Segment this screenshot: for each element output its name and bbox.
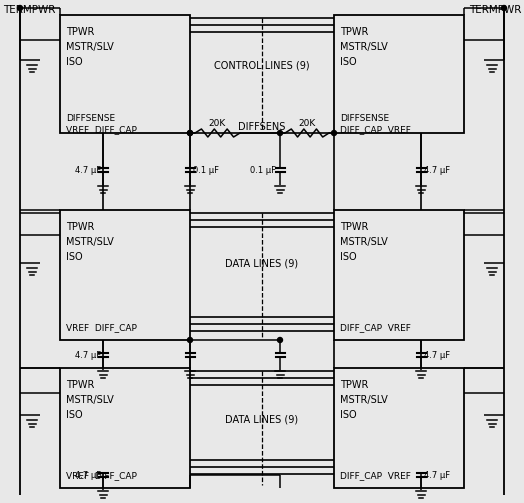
Text: DATA LINES (9): DATA LINES (9) — [225, 415, 299, 425]
Text: 0.1 μF: 0.1 μF — [250, 165, 276, 175]
Bar — [334, 15, 464, 133]
Circle shape — [17, 6, 23, 11]
Text: TERMPWR: TERMPWR — [3, 5, 56, 15]
Text: 4.7 μF: 4.7 μF — [75, 165, 101, 175]
Text: DIFF_CAP  VREF: DIFF_CAP VREF — [340, 323, 411, 332]
Text: VREF  DIFF_CAP: VREF DIFF_CAP — [66, 471, 137, 480]
Text: MSTR/SLV: MSTR/SLV — [340, 237, 388, 247]
Bar — [334, 368, 464, 488]
Text: 4.7 μF: 4.7 μF — [75, 351, 101, 360]
Circle shape — [278, 338, 282, 343]
Text: ISO: ISO — [340, 410, 357, 420]
Text: CONTROL LINES (9): CONTROL LINES (9) — [214, 60, 310, 70]
Bar — [334, 210, 464, 340]
Circle shape — [278, 130, 282, 135]
Text: VREF  DIFF_CAP: VREF DIFF_CAP — [66, 323, 137, 332]
Text: 0.1 μF: 0.1 μF — [193, 165, 219, 175]
Text: DIFFSENSE: DIFFSENSE — [340, 114, 389, 123]
Text: 20K: 20K — [209, 119, 226, 127]
Text: TPWR: TPWR — [340, 27, 368, 37]
Circle shape — [188, 130, 192, 135]
Text: 4.7 μF: 4.7 μF — [75, 470, 101, 479]
Text: ISO: ISO — [66, 410, 83, 420]
Text: 4.7 μF: 4.7 μF — [424, 351, 450, 360]
Text: DIFF_CAP  VREF: DIFF_CAP VREF — [340, 126, 411, 134]
Text: ISO: ISO — [340, 57, 357, 67]
Text: TPWR: TPWR — [66, 380, 94, 390]
Text: ISO: ISO — [66, 252, 83, 262]
Text: TPWR: TPWR — [66, 222, 94, 232]
Text: DATA LINES (9): DATA LINES (9) — [225, 258, 299, 268]
Circle shape — [188, 338, 192, 343]
Text: 4.7 μF: 4.7 μF — [424, 165, 450, 175]
Bar — [60, 368, 190, 488]
Text: MSTR/SLV: MSTR/SLV — [340, 395, 388, 405]
Text: DIFFSENS: DIFFSENS — [238, 122, 286, 132]
Text: DIFF_CAP  VREF: DIFF_CAP VREF — [340, 471, 411, 480]
Text: DIFFSENSE: DIFFSENSE — [66, 114, 115, 123]
Bar — [60, 210, 190, 340]
Text: ISO: ISO — [340, 252, 357, 262]
Text: MSTR/SLV: MSTR/SLV — [66, 237, 114, 247]
Text: TPWR: TPWR — [340, 380, 368, 390]
Bar — [60, 15, 190, 133]
Text: TPWR: TPWR — [66, 27, 94, 37]
Text: TERMPWR: TERMPWR — [468, 5, 521, 15]
Text: TPWR: TPWR — [340, 222, 368, 232]
Circle shape — [188, 130, 192, 135]
Text: 20K: 20K — [298, 119, 315, 127]
Text: 4.7 μF: 4.7 μF — [424, 470, 450, 479]
Text: ISO: ISO — [66, 57, 83, 67]
Circle shape — [501, 6, 507, 11]
Text: MSTR/SLV: MSTR/SLV — [340, 42, 388, 52]
Text: VREF  DIFF_CAP: VREF DIFF_CAP — [66, 126, 137, 134]
Text: MSTR/SLV: MSTR/SLV — [66, 395, 114, 405]
Circle shape — [332, 130, 336, 135]
Text: MSTR/SLV: MSTR/SLV — [66, 42, 114, 52]
